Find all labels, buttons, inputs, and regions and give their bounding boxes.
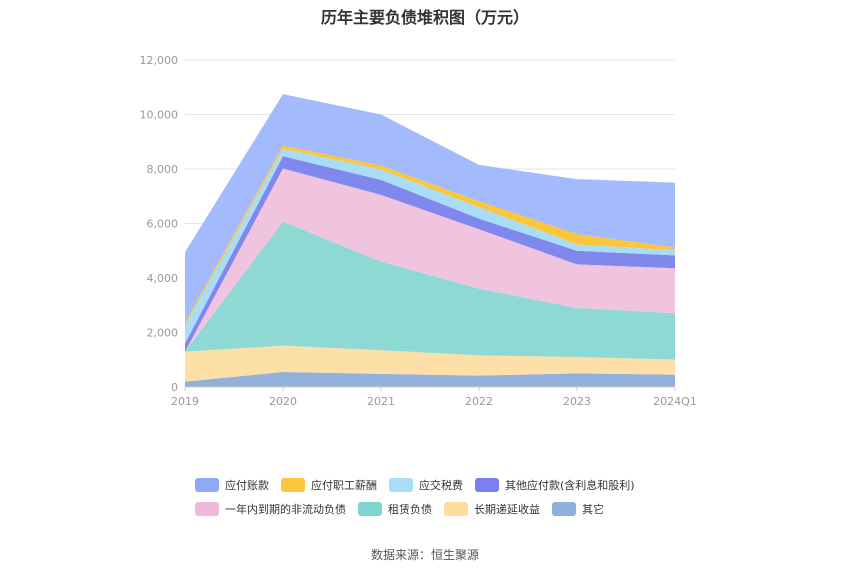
x-tick-label: 2024Q1 xyxy=(653,395,697,408)
x-tick-label: 2019 xyxy=(171,395,199,408)
data-source-note: 数据来源：恒生聚源 xyxy=(370,548,479,562)
legend-label: 租赁负债 xyxy=(388,503,432,516)
legend-item[interactable]: 应交税费 xyxy=(389,477,463,493)
area-series-应付职工薪酬 xyxy=(185,145,675,326)
legend-label: 应付账款 xyxy=(225,479,269,492)
legend-label: 一年内到期的非流动负债 xyxy=(225,503,346,516)
legend-item[interactable]: 长期递延收益 xyxy=(444,501,540,517)
area-series-应付账款 xyxy=(185,94,675,323)
x-tick-label: 2022 xyxy=(465,395,493,408)
legend-label: 长期递延收益 xyxy=(474,503,540,516)
legend-swatch xyxy=(195,502,219,516)
legend-item[interactable]: 应付账款 xyxy=(195,477,269,493)
x-tick-label: 2020 xyxy=(269,395,297,408)
legend-swatch xyxy=(195,478,219,492)
legend-swatch xyxy=(552,502,576,516)
y-tick-label: 4,000 xyxy=(147,272,179,285)
axes: 0 2,000 4,000 6,000 8,000 10,000 12,000 2019 202… xyxy=(140,54,697,408)
legend-item[interactable]: 一年内到期的非流动负债 xyxy=(195,501,346,517)
legend-item[interactable]: 租赁负债 xyxy=(358,501,432,517)
legend-label: 应付职工薪酬 xyxy=(311,479,377,492)
area-series-应交税费 xyxy=(185,148,675,344)
legend-label: 其他应付款(含利息和股利) xyxy=(505,479,635,492)
y-tick-label: 6,000 xyxy=(147,218,179,231)
legend-swatch xyxy=(358,502,382,516)
area-series-一年内到期的非流动负债 xyxy=(185,168,675,352)
legend-swatch xyxy=(389,478,413,492)
legend-label: 应交税费 xyxy=(419,479,463,492)
y-tick-label: 0 xyxy=(171,381,178,394)
legend-row: 应付账款 应付职工薪酬 应交税费 其他应付款(含利息和股利) xyxy=(195,473,715,497)
y-tick-label: 12,000 xyxy=(140,54,179,67)
chart-title: 历年主要负债堆积图（万元） xyxy=(320,8,529,27)
area-series-其他应付款(含利息和股利) xyxy=(185,156,675,352)
legend-item[interactable]: 其他应付款(含利息和股利) xyxy=(475,477,635,493)
legend-item[interactable]: 其它 xyxy=(552,501,604,517)
legend-row: 一年内到期的非流动负债 租赁负债 长期递延收益 其它 xyxy=(195,497,715,521)
legend: 应付账款 应付职工薪酬 应交税费 其他应付款(含利息和股利) 一年内到期的非流动负债 租赁… xyxy=(195,473,715,521)
area-series-租赁负债 xyxy=(185,221,675,360)
legend-swatch xyxy=(444,502,468,516)
area-series-长期递延收益 xyxy=(185,345,675,382)
y-tick-label: 10,000 xyxy=(140,109,179,122)
area-series xyxy=(185,94,675,387)
y-tick-label: 8,000 xyxy=(147,163,179,176)
x-tick-label: 2023 xyxy=(563,395,591,408)
legend-label: 其它 xyxy=(582,503,604,516)
legend-item[interactable]: 应付职工薪酬 xyxy=(281,477,377,493)
y-tick-label: 2,000 xyxy=(147,327,179,340)
area-series-其它 xyxy=(185,372,675,387)
legend-swatch xyxy=(281,478,305,492)
x-tick-label: 2021 xyxy=(367,395,395,408)
legend-swatch xyxy=(475,478,499,492)
